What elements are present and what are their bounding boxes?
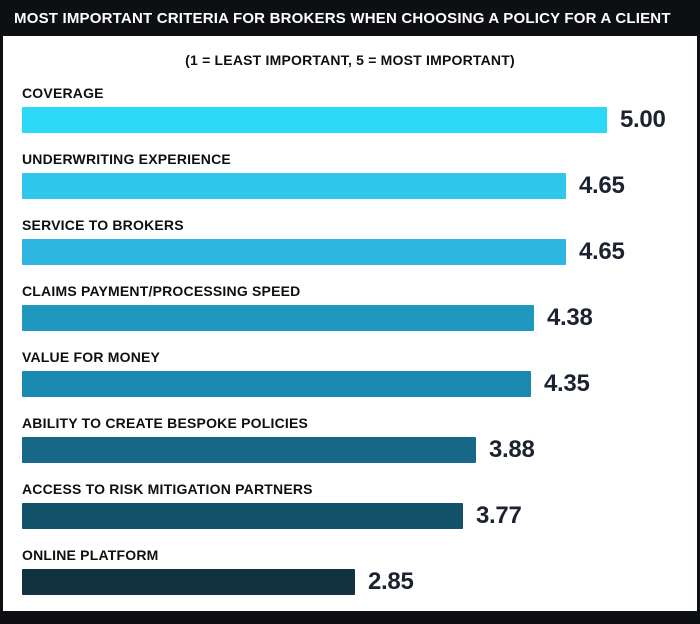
bar-row: VALUE FOR MONEY 4.35	[22, 348, 697, 397]
bar-row: ABILITY TO CREATE BESPOKE POLICIES 3.88	[22, 414, 697, 463]
bar-value-label: 3.88	[489, 436, 535, 463]
bar-value-label: 4.38	[547, 304, 593, 331]
bar-category-label: CLAIMS PAYMENT/PROCESSING SPEED	[22, 283, 301, 299]
chart-title-bar: MOST IMPORTANT CRITERIA FOR BROKERS WHEN…	[0, 0, 700, 36]
bar-track: 3.88	[22, 437, 697, 463]
bar-track: 5.00	[22, 107, 697, 133]
bar-track: 4.65	[22, 239, 697, 265]
bar-value-label: 5.00	[620, 106, 666, 133]
bar-track: 3.77	[22, 503, 697, 529]
bar	[22, 239, 566, 265]
bar-category-label: ONLINE PLATFORM	[22, 547, 159, 563]
bar-category-label: ACCESS TO RISK MITIGATION PARTNERS	[22, 481, 313, 497]
bar-category-label: ABILITY TO CREATE BESPOKE POLICIES	[22, 415, 309, 431]
bar-row: COVERAGE 5.00	[22, 84, 697, 133]
bar-category-label: VALUE FOR MONEY	[22, 349, 161, 365]
bar	[22, 437, 476, 463]
bar-track: 4.35	[22, 371, 697, 397]
bar	[22, 371, 531, 397]
bar-track: 2.85	[22, 569, 697, 595]
bar-value-label: 3.77	[476, 502, 522, 529]
bar-value-label: 2.85	[368, 568, 414, 595]
bar-row: ACCESS TO RISK MITIGATION PARTNERS 3.77	[22, 480, 697, 529]
bar-category-label: SERVICE TO BROKERS	[22, 217, 184, 233]
bar-category-label: COVERAGE	[22, 85, 104, 101]
bar	[22, 173, 566, 199]
bar-row: CLAIMS PAYMENT/PROCESSING SPEED 4.38	[22, 282, 697, 331]
bar-category-label: UNDERWRITING EXPERIENCE	[22, 151, 231, 167]
bar-row: ONLINE PLATFORM 2.85	[22, 546, 697, 595]
chart-area: (1 = LEAST IMPORTANT, 5 = MOST IMPORTANT…	[3, 36, 697, 611]
chart-subtitle: (1 = LEAST IMPORTANT, 5 = MOST IMPORTANT…	[185, 52, 515, 68]
chart-title: MOST IMPORTANT CRITERIA FOR BROKERS WHEN…	[14, 9, 671, 27]
bar	[22, 305, 534, 331]
bar-row: SERVICE TO BROKERS 4.65	[22, 216, 697, 265]
bar-track: 4.65	[22, 173, 697, 199]
bar-value-label: 4.35	[544, 370, 590, 397]
bar-rows: COVERAGE 5.00 UNDERWRITING EXPERIENCE 4.65 S…	[3, 84, 697, 595]
bar-track: 4.38	[22, 305, 697, 331]
bar-row: UNDERWRITING EXPERIENCE 4.65	[22, 150, 697, 199]
bar	[22, 503, 463, 529]
bar	[22, 107, 607, 133]
bar	[22, 569, 355, 595]
bar-value-label: 4.65	[579, 172, 625, 199]
bar-value-label: 4.65	[579, 238, 625, 265]
